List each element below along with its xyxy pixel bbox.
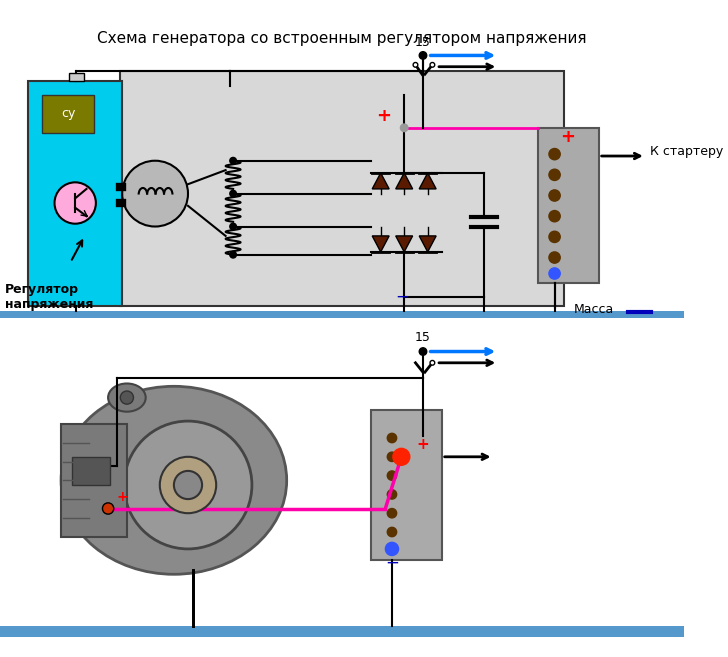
Text: Регулятор
напряжения: Регулятор напряжения [4, 283, 93, 311]
Circle shape [413, 62, 418, 67]
Circle shape [120, 391, 133, 404]
Circle shape [419, 348, 427, 355]
Circle shape [55, 183, 96, 223]
Circle shape [387, 509, 397, 518]
Circle shape [230, 158, 237, 164]
Bar [72, 457, 110, 485]
Bar [0, 311, 684, 318]
Bar [0, 626, 684, 637]
Text: +: + [116, 490, 128, 504]
Text: −: − [395, 288, 409, 306]
Circle shape [174, 471, 202, 499]
Circle shape [230, 191, 237, 197]
Circle shape [393, 448, 410, 465]
Polygon shape [372, 173, 389, 189]
Bar [28, 81, 122, 306]
Text: Схема генератора со встроенным регулятором напряжения: Схема генератора со встроенным регулятор… [98, 31, 587, 46]
Bar [42, 95, 94, 133]
Circle shape [549, 169, 561, 181]
Circle shape [400, 124, 408, 131]
Circle shape [549, 231, 561, 242]
Bar [61, 424, 127, 537]
Polygon shape [372, 236, 389, 252]
Circle shape [387, 489, 397, 499]
Circle shape [430, 361, 435, 365]
Text: +: + [376, 107, 391, 125]
Bar [538, 128, 598, 283]
Circle shape [387, 434, 397, 443]
Circle shape [419, 52, 427, 59]
Circle shape [387, 452, 397, 461]
Polygon shape [419, 173, 436, 189]
Circle shape [230, 223, 237, 230]
Circle shape [124, 421, 252, 549]
Circle shape [549, 148, 561, 160]
Circle shape [103, 503, 114, 514]
Text: 15: 15 [415, 36, 431, 49]
Bar [68, 74, 84, 81]
Circle shape [549, 190, 561, 201]
Circle shape [159, 457, 216, 513]
Polygon shape [419, 236, 436, 252]
Polygon shape [396, 236, 413, 252]
Bar [371, 410, 442, 560]
Bar [120, 72, 564, 306]
Text: су: су [61, 107, 75, 120]
Text: −: − [385, 554, 399, 572]
Circle shape [230, 252, 237, 258]
Text: Масса: Масса [574, 303, 614, 316]
Ellipse shape [108, 384, 146, 412]
Text: +: + [561, 128, 575, 147]
Text: 15: 15 [415, 331, 431, 344]
Circle shape [430, 62, 435, 67]
Circle shape [549, 210, 561, 222]
Text: +: + [416, 438, 430, 452]
Ellipse shape [61, 386, 287, 574]
Text: К стартеру: К стартеру [650, 145, 724, 158]
Circle shape [387, 471, 397, 480]
Circle shape [549, 252, 561, 263]
Polygon shape [396, 173, 413, 189]
Circle shape [549, 268, 561, 279]
Circle shape [387, 528, 397, 537]
Circle shape [122, 161, 188, 227]
Circle shape [385, 542, 398, 556]
